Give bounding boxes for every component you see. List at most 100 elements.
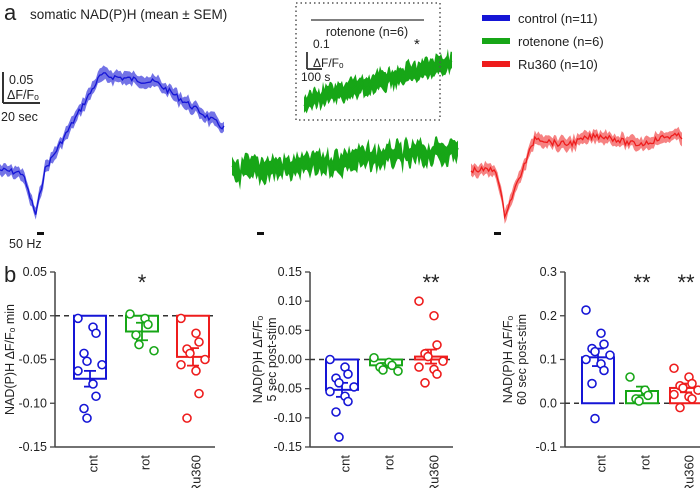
y-tick-label: 0.15 xyxy=(278,265,302,279)
legend-swatch-0 xyxy=(482,15,510,21)
significance-Ru360: ** xyxy=(677,270,695,295)
y-axis-label: 60 sec post-stim xyxy=(515,314,529,405)
data-point-cnt xyxy=(581,305,591,315)
inset-frame xyxy=(295,2,441,121)
data-point-Ru360 xyxy=(675,402,685,413)
data-point-Ru360 xyxy=(669,363,679,374)
y-tick-label: -0.15 xyxy=(274,440,303,454)
data-point-Ru360 xyxy=(176,313,186,324)
data-point-rot xyxy=(634,396,644,406)
data-point-cnt xyxy=(97,359,107,370)
category-label-rot: rot xyxy=(637,455,652,471)
stim-label: 50 Hz xyxy=(9,237,42,251)
y-tick-label: 0.00 xyxy=(23,309,47,323)
data-point-Ru360 xyxy=(678,383,688,393)
y-tick-label: 0.1 xyxy=(540,353,557,367)
data-point-Ru360 xyxy=(191,328,201,339)
data-point-cnt xyxy=(349,382,359,392)
y-tick-label: 0.3 xyxy=(540,265,557,279)
y-axis-label: 5 sec post-stim xyxy=(265,317,279,401)
data-point-Ru360 xyxy=(687,394,697,404)
legend-swatch-1 xyxy=(482,38,510,44)
bar-chart-3: 0.3 0.2 0.1 0.0 -0.1 NAD(P)H ΔF/Fₒ 60 sec post… xyxy=(501,265,700,488)
category-label-Ru360: Ru360 xyxy=(188,455,203,488)
scale-bar-y-value: 0.05 xyxy=(9,73,33,87)
category-label-rot: rot xyxy=(137,455,152,471)
data-point-cnt xyxy=(596,328,606,339)
data-point-cnt xyxy=(79,348,89,359)
y-tick-label: 0.10 xyxy=(278,294,302,308)
panel-a-title: somatic NAD(P)H (mean ± SEM) xyxy=(30,7,227,22)
significance-Ru360: ** xyxy=(422,270,440,295)
data-point-Ru360 xyxy=(194,337,204,347)
data-point-rot xyxy=(131,330,141,340)
data-point-cnt xyxy=(581,354,591,365)
data-point-rot xyxy=(369,352,379,363)
data-point-Ru360 xyxy=(191,366,201,376)
data-point-rot xyxy=(625,372,635,382)
scale-bar-x-label: 20 sec xyxy=(1,110,38,124)
y-tick-label: -0.1 xyxy=(535,440,557,454)
data-point-Ru360 xyxy=(429,310,439,321)
data-point-Ru360 xyxy=(432,340,442,350)
data-point-rot xyxy=(643,390,653,401)
data-point-rot xyxy=(143,319,153,330)
stim-marker-ru360 xyxy=(494,232,501,235)
data-point-Ru360 xyxy=(693,385,700,395)
inset-title: rotenone (n=6) xyxy=(326,25,408,39)
inset-x-label: 100 s xyxy=(301,70,330,84)
inset-y-label: ΔF/Fₒ xyxy=(313,56,344,70)
data-point-Ru360 xyxy=(420,378,430,388)
control-trace-mean-line xyxy=(0,72,225,215)
data-point-cnt xyxy=(587,378,597,389)
data-point-cnt xyxy=(91,391,101,402)
y-tick-label: 0.2 xyxy=(540,309,557,323)
data-point-Ru360 xyxy=(194,388,204,399)
data-point-cnt xyxy=(82,356,92,367)
data-point-rot xyxy=(134,339,144,350)
bar-chart-2: 0.15 0.10 0.05 0.00 -0.05 -0.10 -0.15 NAD(P)H Δ… xyxy=(251,265,453,488)
panel-b-letter: b xyxy=(4,262,16,287)
y-tick-label: 0.05 xyxy=(278,323,302,337)
y-tick-label: -0.15 xyxy=(19,440,48,454)
data-point-Ru360 xyxy=(176,359,186,370)
data-point-rot xyxy=(393,366,403,376)
inset-rotenone-trace-mean-line xyxy=(303,58,453,107)
data-point-rot xyxy=(125,309,135,319)
bar-charts: 0.05 0.00 -0.05 -0.10 -0.15 NAD(P)H ΔF/Fₒ min… xyxy=(3,265,700,488)
inset: rotenone (n=6) 0.1 ΔF/Fₒ 100 s * xyxy=(295,2,441,121)
ru360-trace-mean-line xyxy=(470,132,683,220)
inset-significance: * xyxy=(414,36,420,53)
data-point-Ru360 xyxy=(438,356,448,367)
y-axis-label: NAD(P)H ΔF/Fₒ xyxy=(251,316,265,404)
data-point-cnt xyxy=(599,365,609,376)
data-point-cnt xyxy=(325,386,335,397)
data-point-Ru360 xyxy=(185,348,195,359)
data-point-cnt xyxy=(325,354,335,365)
data-point-rot xyxy=(387,360,397,371)
data-point-cnt xyxy=(343,396,353,407)
data-point-cnt xyxy=(334,378,344,388)
category-label-cnt: cnt xyxy=(85,455,100,473)
y-tick-label: -0.05 xyxy=(19,353,48,367)
data-point-cnt xyxy=(599,339,609,349)
data-point-Ru360 xyxy=(414,362,424,372)
data-point-Ru360 xyxy=(414,296,424,306)
stimulus-markers: 50 Hz xyxy=(9,232,501,251)
significance-rot: ** xyxy=(633,270,651,295)
y-tick-label: 0.00 xyxy=(278,353,302,367)
scale-bar-y-label: ΔF/Fₒ xyxy=(7,88,39,102)
stim-marker-control xyxy=(37,232,44,235)
y-tick-label: 0.05 xyxy=(23,265,47,279)
data-point-cnt xyxy=(73,313,83,324)
y-tick-label: -0.10 xyxy=(274,411,303,425)
rotenone-trace-mean-line xyxy=(231,144,459,178)
y-axis-label: NAD(P)H ΔF/Fₒ min xyxy=(3,304,17,415)
category-label-cnt: cnt xyxy=(337,455,352,473)
y-tick-label: -0.05 xyxy=(274,382,303,396)
rotenone-trace-sem-band xyxy=(232,136,458,190)
data-point-cnt xyxy=(334,432,344,442)
y-axis-label: NAD(P)H ΔF/Fₒ xyxy=(501,316,515,404)
legend-label-0: control (n=11) xyxy=(518,11,598,26)
